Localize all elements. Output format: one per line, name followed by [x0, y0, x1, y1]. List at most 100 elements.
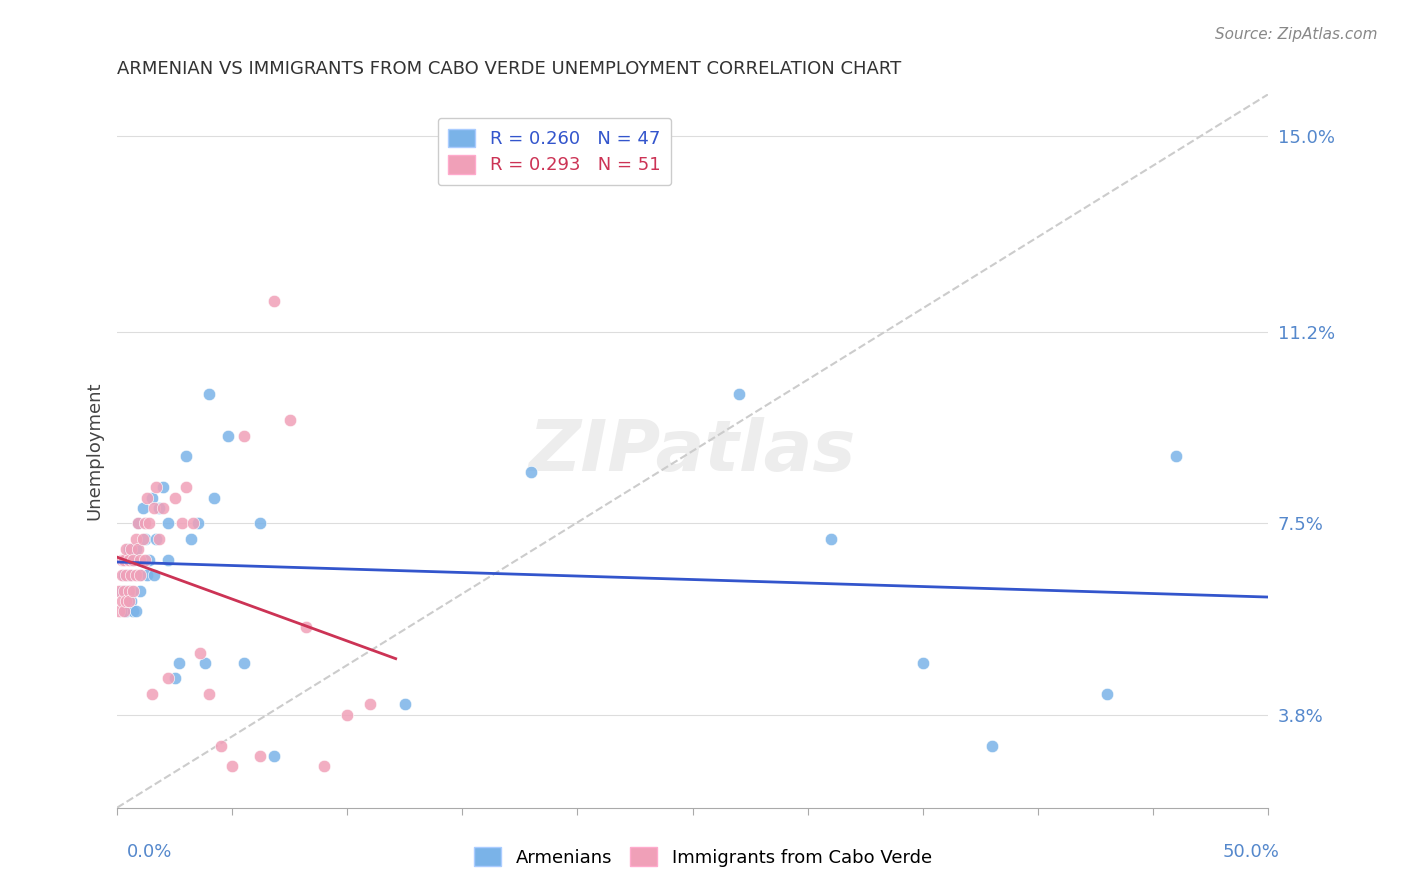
Point — [249, 748, 271, 763]
Point — [170, 516, 193, 531]
Point — [112, 604, 135, 618]
Point — [1095, 687, 1118, 701]
Point — [120, 583, 142, 598]
Point — [118, 594, 141, 608]
Point — [249, 516, 271, 531]
Point — [122, 604, 145, 618]
Point — [127, 516, 149, 531]
Point — [232, 656, 254, 670]
Text: 50.0%: 50.0% — [1223, 843, 1279, 861]
Legend: R = 0.260   N = 47, R = 0.293   N = 51: R = 0.260 N = 47, R = 0.293 N = 51 — [437, 118, 672, 186]
Text: 0.0%: 0.0% — [127, 843, 172, 861]
Point — [1164, 449, 1187, 463]
Point — [115, 604, 138, 618]
Point — [112, 568, 135, 582]
Point — [188, 646, 211, 660]
Point — [221, 759, 243, 773]
Point — [134, 516, 156, 531]
Point — [129, 583, 152, 598]
Point — [820, 532, 842, 546]
Point — [143, 500, 166, 515]
Point — [148, 532, 170, 546]
Point — [278, 413, 301, 427]
Point — [145, 532, 167, 546]
Point — [194, 656, 217, 670]
Point — [115, 583, 138, 598]
Point — [118, 568, 141, 582]
Point — [122, 552, 145, 566]
Point — [122, 583, 145, 598]
Point — [118, 583, 141, 598]
Point — [174, 449, 197, 463]
Point — [180, 532, 202, 546]
Point — [112, 583, 135, 598]
Point — [120, 542, 142, 557]
Point — [122, 552, 145, 566]
Point — [143, 568, 166, 582]
Point — [120, 594, 142, 608]
Point — [163, 491, 186, 505]
Point — [124, 604, 146, 618]
Point — [520, 465, 543, 479]
Point — [111, 568, 134, 582]
Point — [124, 532, 146, 546]
Point — [336, 707, 359, 722]
Point — [115, 542, 138, 557]
Point — [148, 500, 170, 515]
Point — [134, 532, 156, 546]
Point — [141, 687, 163, 701]
Point — [129, 568, 152, 582]
Point — [232, 428, 254, 442]
Point — [129, 552, 152, 566]
Point — [112, 604, 135, 618]
Point — [156, 552, 179, 566]
Point — [131, 500, 153, 515]
Point — [163, 672, 186, 686]
Point — [198, 687, 221, 701]
Point — [263, 294, 285, 309]
Point — [134, 552, 156, 566]
Point — [911, 656, 934, 670]
Point — [136, 568, 159, 582]
Point — [152, 480, 174, 494]
Point — [141, 491, 163, 505]
Point — [118, 542, 141, 557]
Point — [187, 516, 209, 531]
Point — [124, 542, 146, 557]
Y-axis label: Unemployment: Unemployment — [86, 382, 103, 520]
Point — [181, 516, 204, 531]
Point — [108, 583, 131, 598]
Point — [120, 568, 142, 582]
Point — [115, 594, 138, 608]
Point — [359, 698, 381, 712]
Point — [145, 480, 167, 494]
Point — [202, 491, 225, 505]
Point — [127, 542, 149, 557]
Point — [980, 739, 1002, 753]
Point — [156, 516, 179, 531]
Point — [111, 583, 134, 598]
Point — [108, 604, 131, 618]
Point — [136, 491, 159, 505]
Text: Source: ZipAtlas.com: Source: ZipAtlas.com — [1215, 27, 1378, 42]
Text: ZIPatlas: ZIPatlas — [529, 417, 856, 485]
Point — [129, 568, 152, 582]
Point — [263, 748, 285, 763]
Point — [111, 552, 134, 566]
Point — [314, 759, 336, 773]
Point — [209, 739, 232, 753]
Point — [156, 672, 179, 686]
Point — [394, 698, 416, 712]
Point — [112, 552, 135, 566]
Point — [138, 552, 160, 566]
Legend: Armenians, Immigrants from Cabo Verde: Armenians, Immigrants from Cabo Verde — [467, 840, 939, 874]
Point — [217, 428, 239, 442]
Point — [295, 620, 318, 634]
Text: ARMENIAN VS IMMIGRANTS FROM CABO VERDE UNEMPLOYMENT CORRELATION CHART: ARMENIAN VS IMMIGRANTS FROM CABO VERDE U… — [117, 60, 901, 78]
Point — [131, 532, 153, 546]
Point — [111, 594, 134, 608]
Point — [169, 656, 191, 670]
Point — [115, 568, 138, 582]
Point — [138, 516, 160, 531]
Point — [727, 387, 749, 401]
